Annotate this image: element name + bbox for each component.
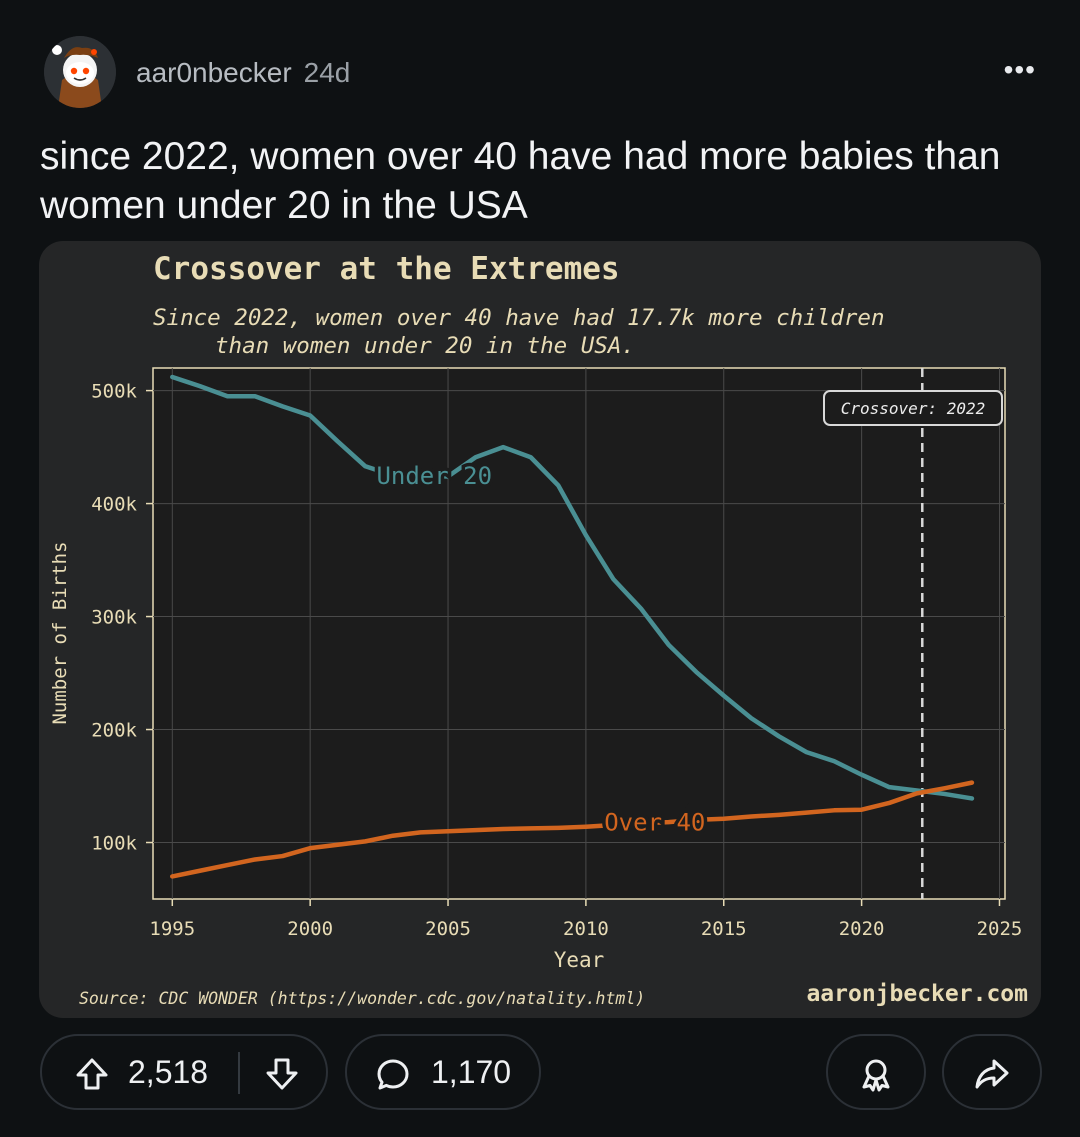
avatar[interactable] [44, 36, 116, 108]
x-axis-label: Year [554, 948, 605, 972]
x-tick-label: 2000 [287, 918, 333, 940]
y-tick-label: 300k [91, 607, 137, 629]
post-image[interactable]: Crossover at the Extremes Since 2022, wo… [39, 241, 1041, 1018]
more-icon[interactable]: ••• [1003, 54, 1036, 85]
x-tick-label: 2015 [701, 918, 747, 940]
x-tick-label: 2025 [977, 918, 1023, 940]
y-tick-label: 400k [91, 494, 137, 516]
series-label-under-20: Under 20 [376, 462, 492, 490]
x-tick-label: 2010 [563, 918, 609, 940]
series-line-over-40 [170, 780, 975, 879]
series-label-over-40: Over 40 [604, 809, 705, 837]
post-title[interactable]: since 2022, women over 40 have had more … [40, 135, 1001, 227]
share-icon [975, 1059, 1009, 1089]
x-tick-label: 2005 [425, 918, 471, 940]
upvote-icon[interactable] [74, 1056, 110, 1092]
series-line-under-20 [170, 374, 975, 801]
chart-credit: aaronjbecker.com [806, 981, 1028, 1007]
post-header: aar0nbecker 24d ••• [44, 36, 1036, 108]
award-button[interactable] [826, 1034, 926, 1110]
x-tick-label: 1995 [149, 918, 195, 940]
crossover-annotation-box [823, 390, 1003, 426]
crossover-annotation-label: Crossover: 2022 [841, 399, 986, 418]
comments-count: 1,170 [431, 1054, 512, 1090]
downvote-icon[interactable] [264, 1056, 300, 1092]
post-meta: aar0nbecker 24d [136, 57, 350, 89]
action-bar: 2,518 1,170 [0, 1034, 1080, 1110]
chart-title: Crossover at the Extremes [153, 251, 620, 287]
y-tick-label: 200k [91, 720, 137, 742]
vote-group: 2,518 [40, 1034, 328, 1110]
chart-source: Source: CDC WONDER (https://wonder.cdc.g… [79, 989, 645, 1008]
post-age: 24d [303, 57, 351, 88]
award-icon [862, 1059, 890, 1092]
username[interactable]: aar0nbecker [136, 57, 292, 88]
chart-subtitle-line-1: Since 2022, women over 40 have had 17.7k… [153, 305, 885, 331]
plot-area [152, 367, 1006, 900]
comment-icon [377, 1059, 409, 1090]
vote-score: 2,518 [128, 1054, 209, 1090]
y-axis-label: Number of Births [49, 541, 71, 724]
chart-subtitle-line-2: than women under 20 in the USA. [215, 333, 635, 359]
share-button[interactable] [942, 1034, 1042, 1110]
y-tick-label: 100k [91, 833, 137, 855]
line-chart: Crossover at the Extremes Since 2022, wo… [49, 251, 1028, 1008]
comments-button[interactable]: 1,170 [345, 1034, 541, 1110]
vote-divider [238, 1052, 240, 1094]
x-tick-label: 2020 [839, 918, 885, 940]
y-tick-label: 500k [91, 381, 137, 403]
